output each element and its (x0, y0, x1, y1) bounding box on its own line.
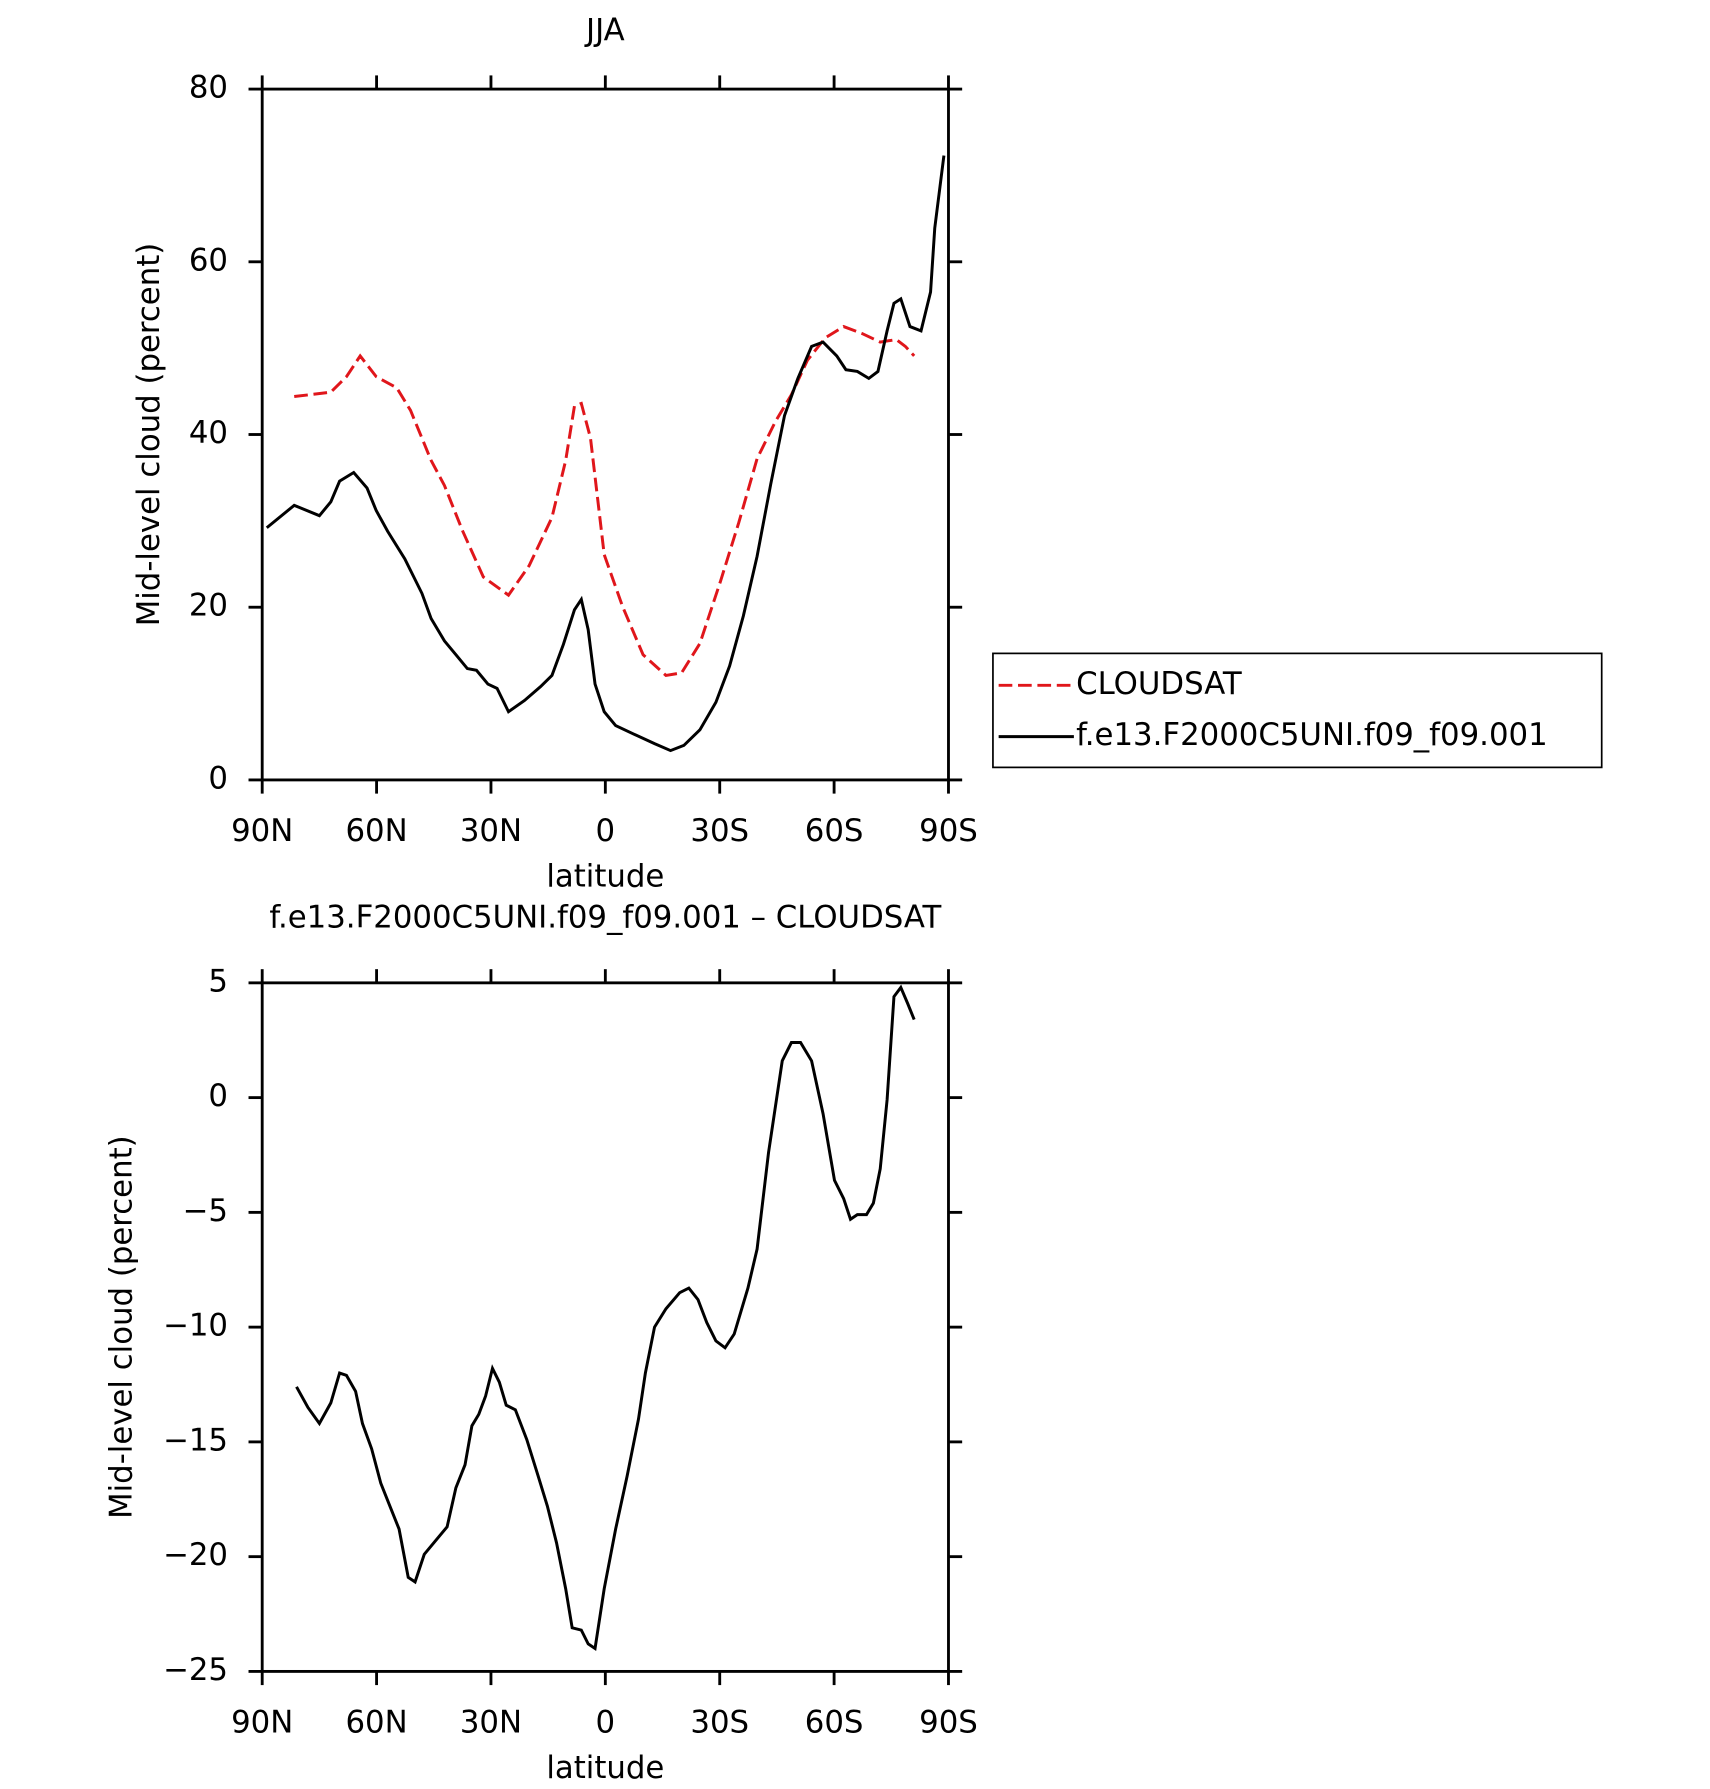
y-tick-label: 0 (208, 760, 228, 796)
y-tick-label: −10 (163, 1308, 228, 1344)
x-tick-label: 30N (460, 1704, 522, 1740)
chart-title: JJA (584, 13, 625, 49)
y-tick-label: 40 (189, 415, 228, 451)
plot-frame (260, 87, 950, 782)
series-line (295, 984, 916, 1651)
x-tick-label: 30S (690, 813, 749, 849)
y-tick-label: 20 (189, 588, 228, 624)
y-tick-label: 5 (208, 963, 228, 999)
x-tick-label: 0 (596, 1704, 616, 1740)
x-tick-label: 90S (919, 813, 978, 849)
y-tick-label: −20 (163, 1537, 228, 1573)
y-axis-label: Mid-level cloud (percent) (104, 1135, 140, 1519)
y-tick-label: −5 (183, 1193, 228, 1229)
legend-label: f.e13.F2000C5UNI.f09_f09.001 (1076, 717, 1548, 753)
x-tick-label: 30S (690, 1704, 749, 1740)
chart-title: f.e13.F2000C5UNI.f09_f09.001 – CLOUDSAT (269, 900, 941, 936)
x-tick-label: 90N (231, 1704, 293, 1740)
x-tick-label: 60S (805, 1704, 864, 1740)
series-line (294, 324, 916, 678)
x-tick-label: 90S (919, 1704, 978, 1740)
plot-frame (260, 981, 950, 1673)
y-tick-label: −15 (163, 1422, 228, 1458)
y-tick-label: −25 (163, 1652, 228, 1688)
x-tick-label: 30N (460, 813, 522, 849)
legend-label: CLOUDSAT (1076, 666, 1242, 702)
x-axis-label: latitude (546, 1750, 664, 1786)
x-tick-label: 90N (231, 813, 293, 849)
y-axis-label: Mid-level cloud (percent) (131, 243, 167, 627)
x-tick-label: 60N (345, 1704, 407, 1740)
x-tick-label: 60S (805, 813, 864, 849)
series-line (265, 155, 946, 753)
x-tick-label: 60N (345, 813, 407, 849)
x-tick-label: 0 (596, 813, 616, 849)
legend-box (992, 652, 1603, 769)
y-tick-label: 80 (189, 70, 228, 106)
x-axis-label: latitude (546, 858, 664, 894)
y-tick-label: 0 (208, 1078, 228, 1114)
y-tick-label: 60 (189, 242, 228, 278)
